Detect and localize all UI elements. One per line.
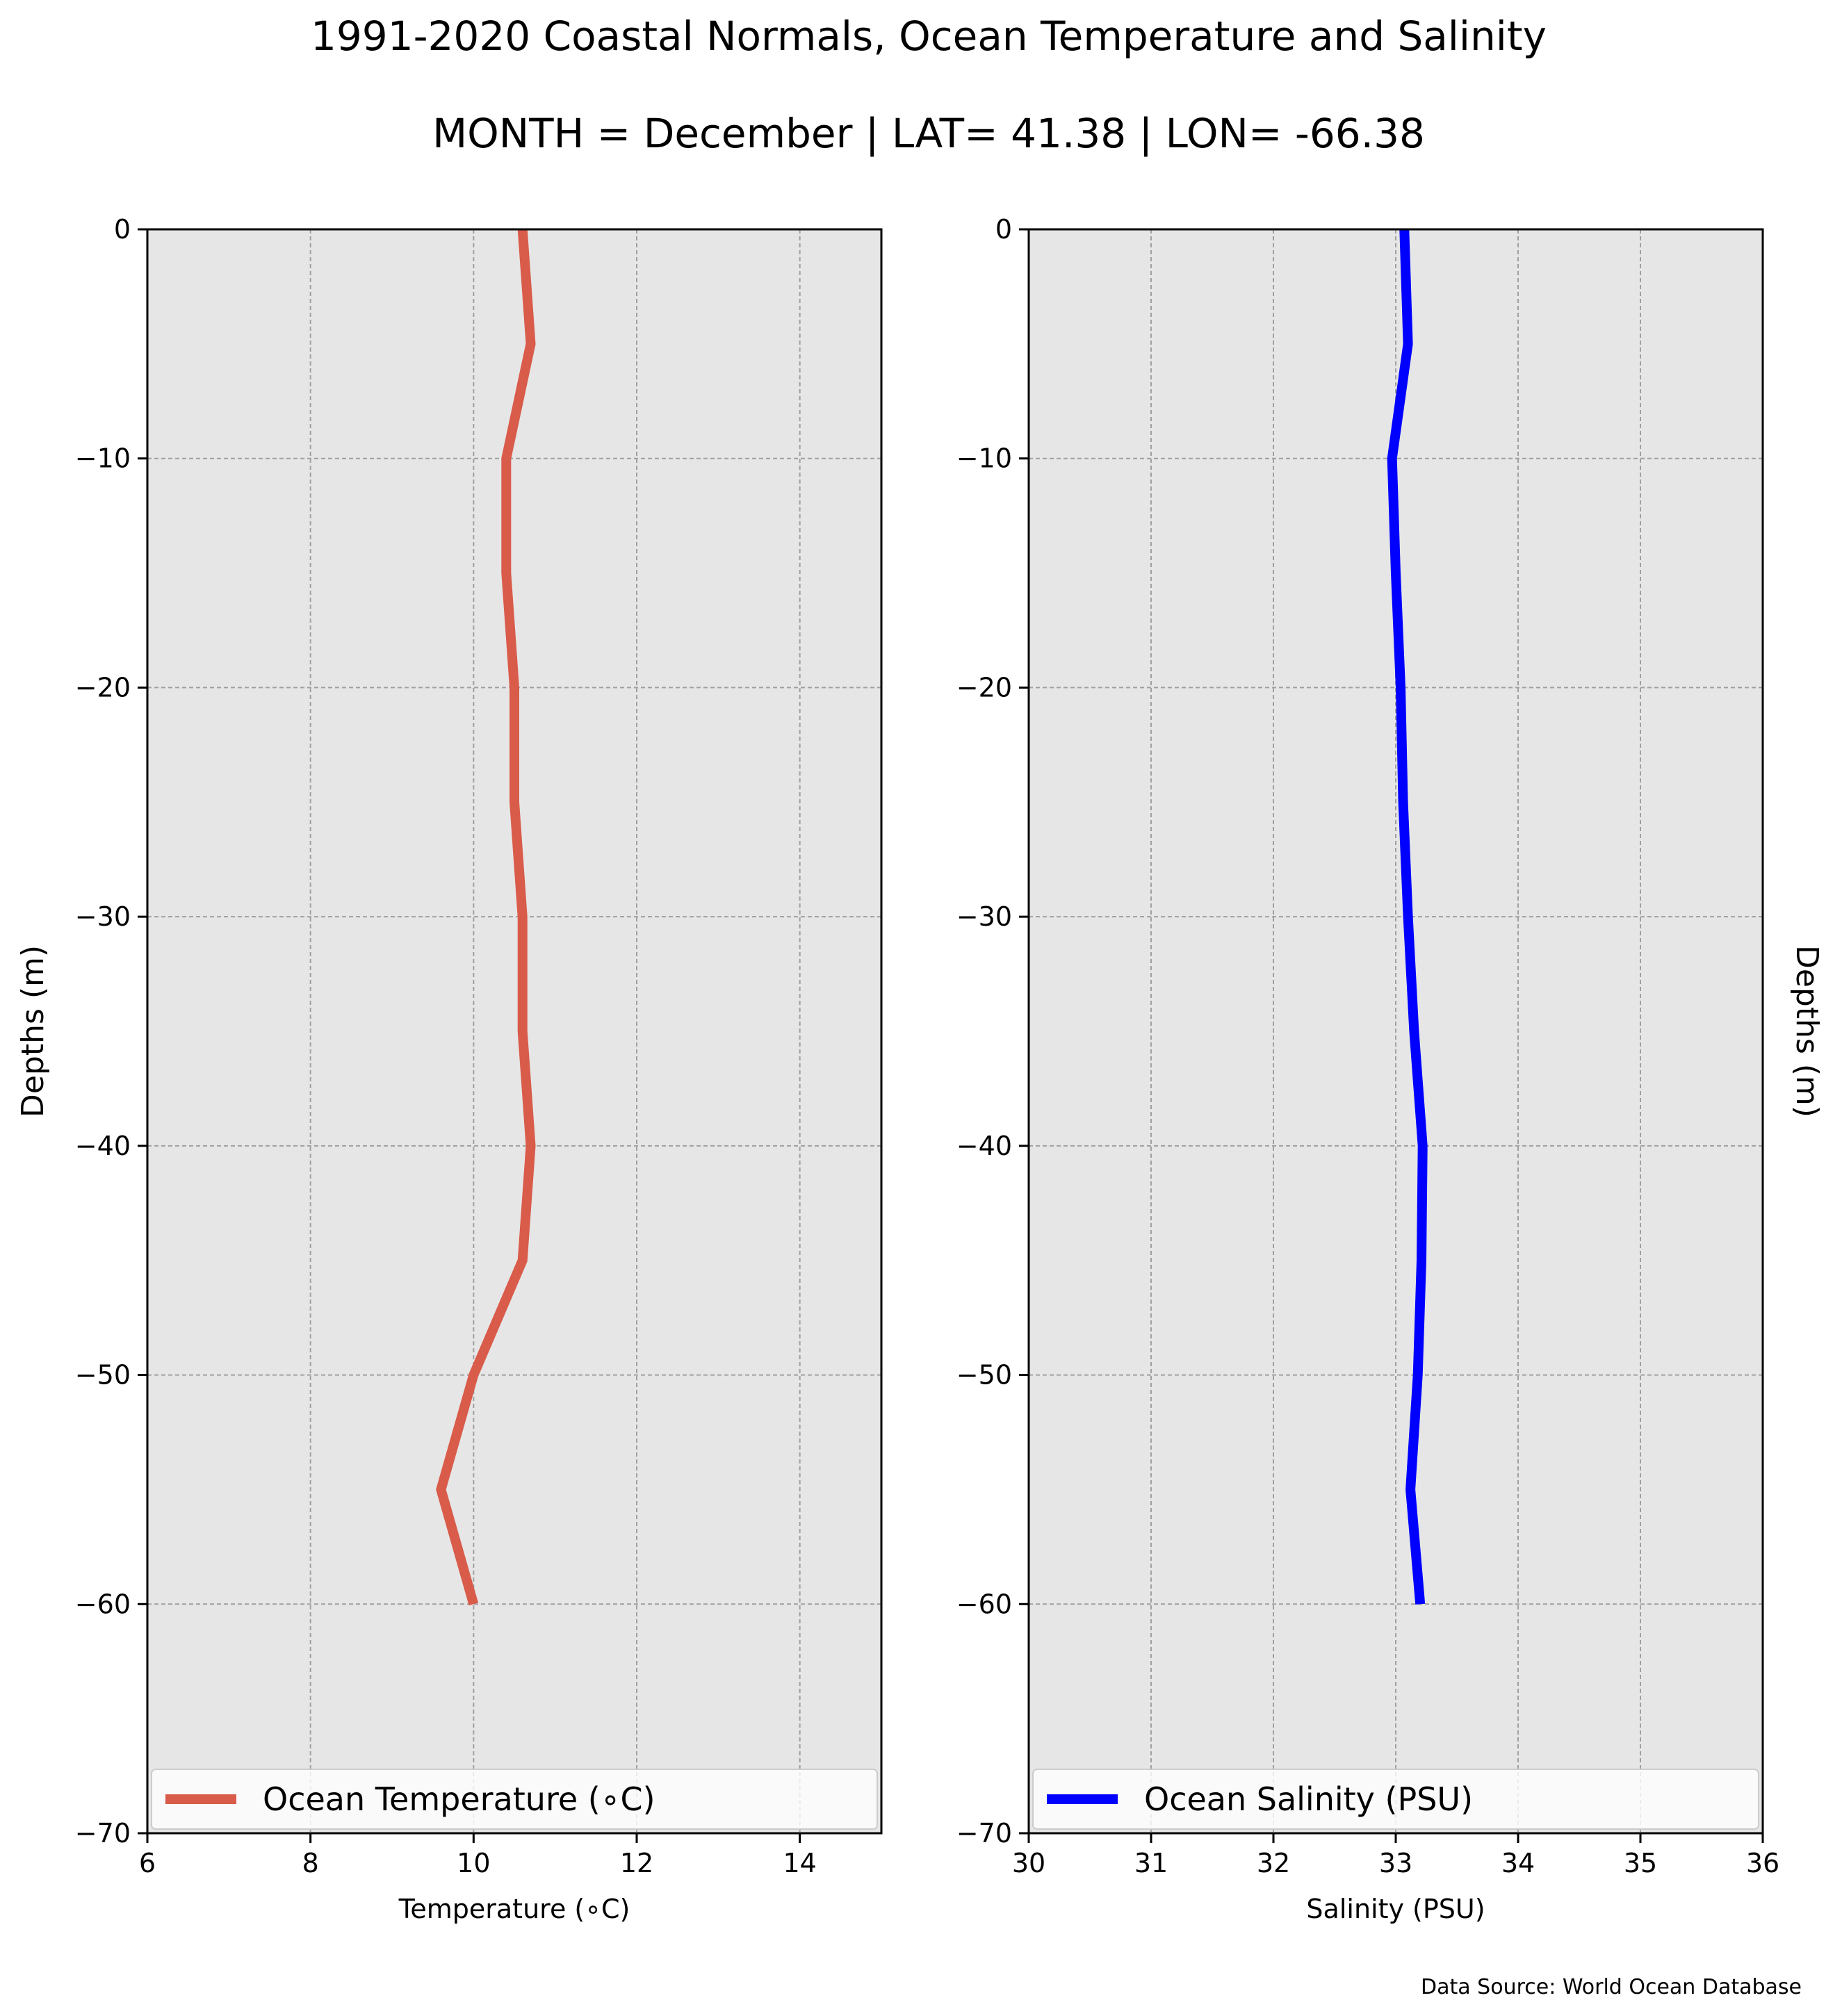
salinity-panel: 30 31 32 33 34 35 36 0 −10 −20 −30 −40 −50 −60 −70 Sali… xyxy=(956,214,1825,1924)
salinity-y-tick-label: −30 xyxy=(956,901,1012,932)
salinity-x-tick-label: 34 xyxy=(1501,1848,1535,1878)
temperature-y-tick-label: −60 xyxy=(75,1589,131,1619)
salinity-legend: Ocean Salinity (PSU) xyxy=(1032,1769,1759,1830)
salinity-y-tick-label: −70 xyxy=(956,1818,1012,1849)
temperature-x-tick-label: 12 xyxy=(620,1848,653,1878)
salinity-x-tick-label: 36 xyxy=(1746,1848,1779,1878)
salinity-x-tick-label: 31 xyxy=(1134,1848,1168,1878)
chart-subtitle: MONTH = December | LAT= 41.38 | LON= -66… xyxy=(432,110,1425,157)
salinity-x-tick-label: 35 xyxy=(1624,1848,1657,1878)
temperature-x-tick-label: 8 xyxy=(302,1848,319,1878)
temperature-panel: 6 8 10 12 14 0 −10 −20 −30 −40 −50 −60 −70 Temperatur… xyxy=(15,214,883,1924)
temperature-series-line xyxy=(436,229,536,1606)
temperature-y-tick-label: −40 xyxy=(75,1131,131,1161)
temperature-y-tick-label: −30 xyxy=(75,901,131,932)
salinity-y-tick-label: −20 xyxy=(956,672,1012,703)
temperature-x-tick-label: 10 xyxy=(457,1848,490,1878)
salinity-x-axis-label: Salinity (PSU) xyxy=(1306,1894,1485,1924)
salinity-x-tick-label: 32 xyxy=(1257,1848,1290,1878)
temperature-y-tick-label: 0 xyxy=(114,214,131,245)
temperature-legend: Ocean Temperature (∘C) xyxy=(151,1769,878,1830)
salinity-legend-label: Ocean Salinity (PSU) xyxy=(1144,1780,1473,1818)
salinity-y-tick-label: 0 xyxy=(995,214,1012,245)
temperature-axes-frame xyxy=(146,228,883,1835)
salinity-y-tick-label: −40 xyxy=(956,1131,1012,1161)
temperature-y-tick-label: −10 xyxy=(75,443,131,474)
salinity-y-axis-label: Depths (m) xyxy=(1789,945,1825,1117)
temperature-y-tick-label: −70 xyxy=(75,1818,131,1849)
salinity-x-tick-label: 33 xyxy=(1379,1848,1412,1878)
temperature-x-tick-label: 14 xyxy=(783,1848,816,1878)
temperature-plot-area xyxy=(147,229,881,1833)
temperature-legend-box xyxy=(151,1769,878,1830)
temperature-x-tick-label: 6 xyxy=(139,1848,156,1878)
chart-title: 1991-2020 Coastal Normals, Ocean Tempera… xyxy=(311,13,1547,60)
salinity-legend-box xyxy=(1032,1769,1759,1830)
salinity-y-tick-label: −10 xyxy=(956,443,1012,474)
salinity-y-tick-label: −60 xyxy=(956,1589,1012,1619)
temperature-x-axis-label: Temperature (∘C) xyxy=(398,1894,630,1924)
data-source-note: Data Source: World Ocean Database xyxy=(1421,1975,1802,1999)
temperature-y-tick-label: −50 xyxy=(75,1360,131,1391)
temperature-legend-label: Ocean Temperature (∘C) xyxy=(263,1780,655,1818)
temperature-y-tick-label: −20 xyxy=(75,672,131,703)
salinity-y-tick-label: −50 xyxy=(956,1360,1012,1391)
salinity-series-line xyxy=(1387,229,1428,1605)
salinity-x-tick-label: 30 xyxy=(1012,1848,1045,1878)
temperature-y-axis-label: Depths (m) xyxy=(15,945,51,1117)
